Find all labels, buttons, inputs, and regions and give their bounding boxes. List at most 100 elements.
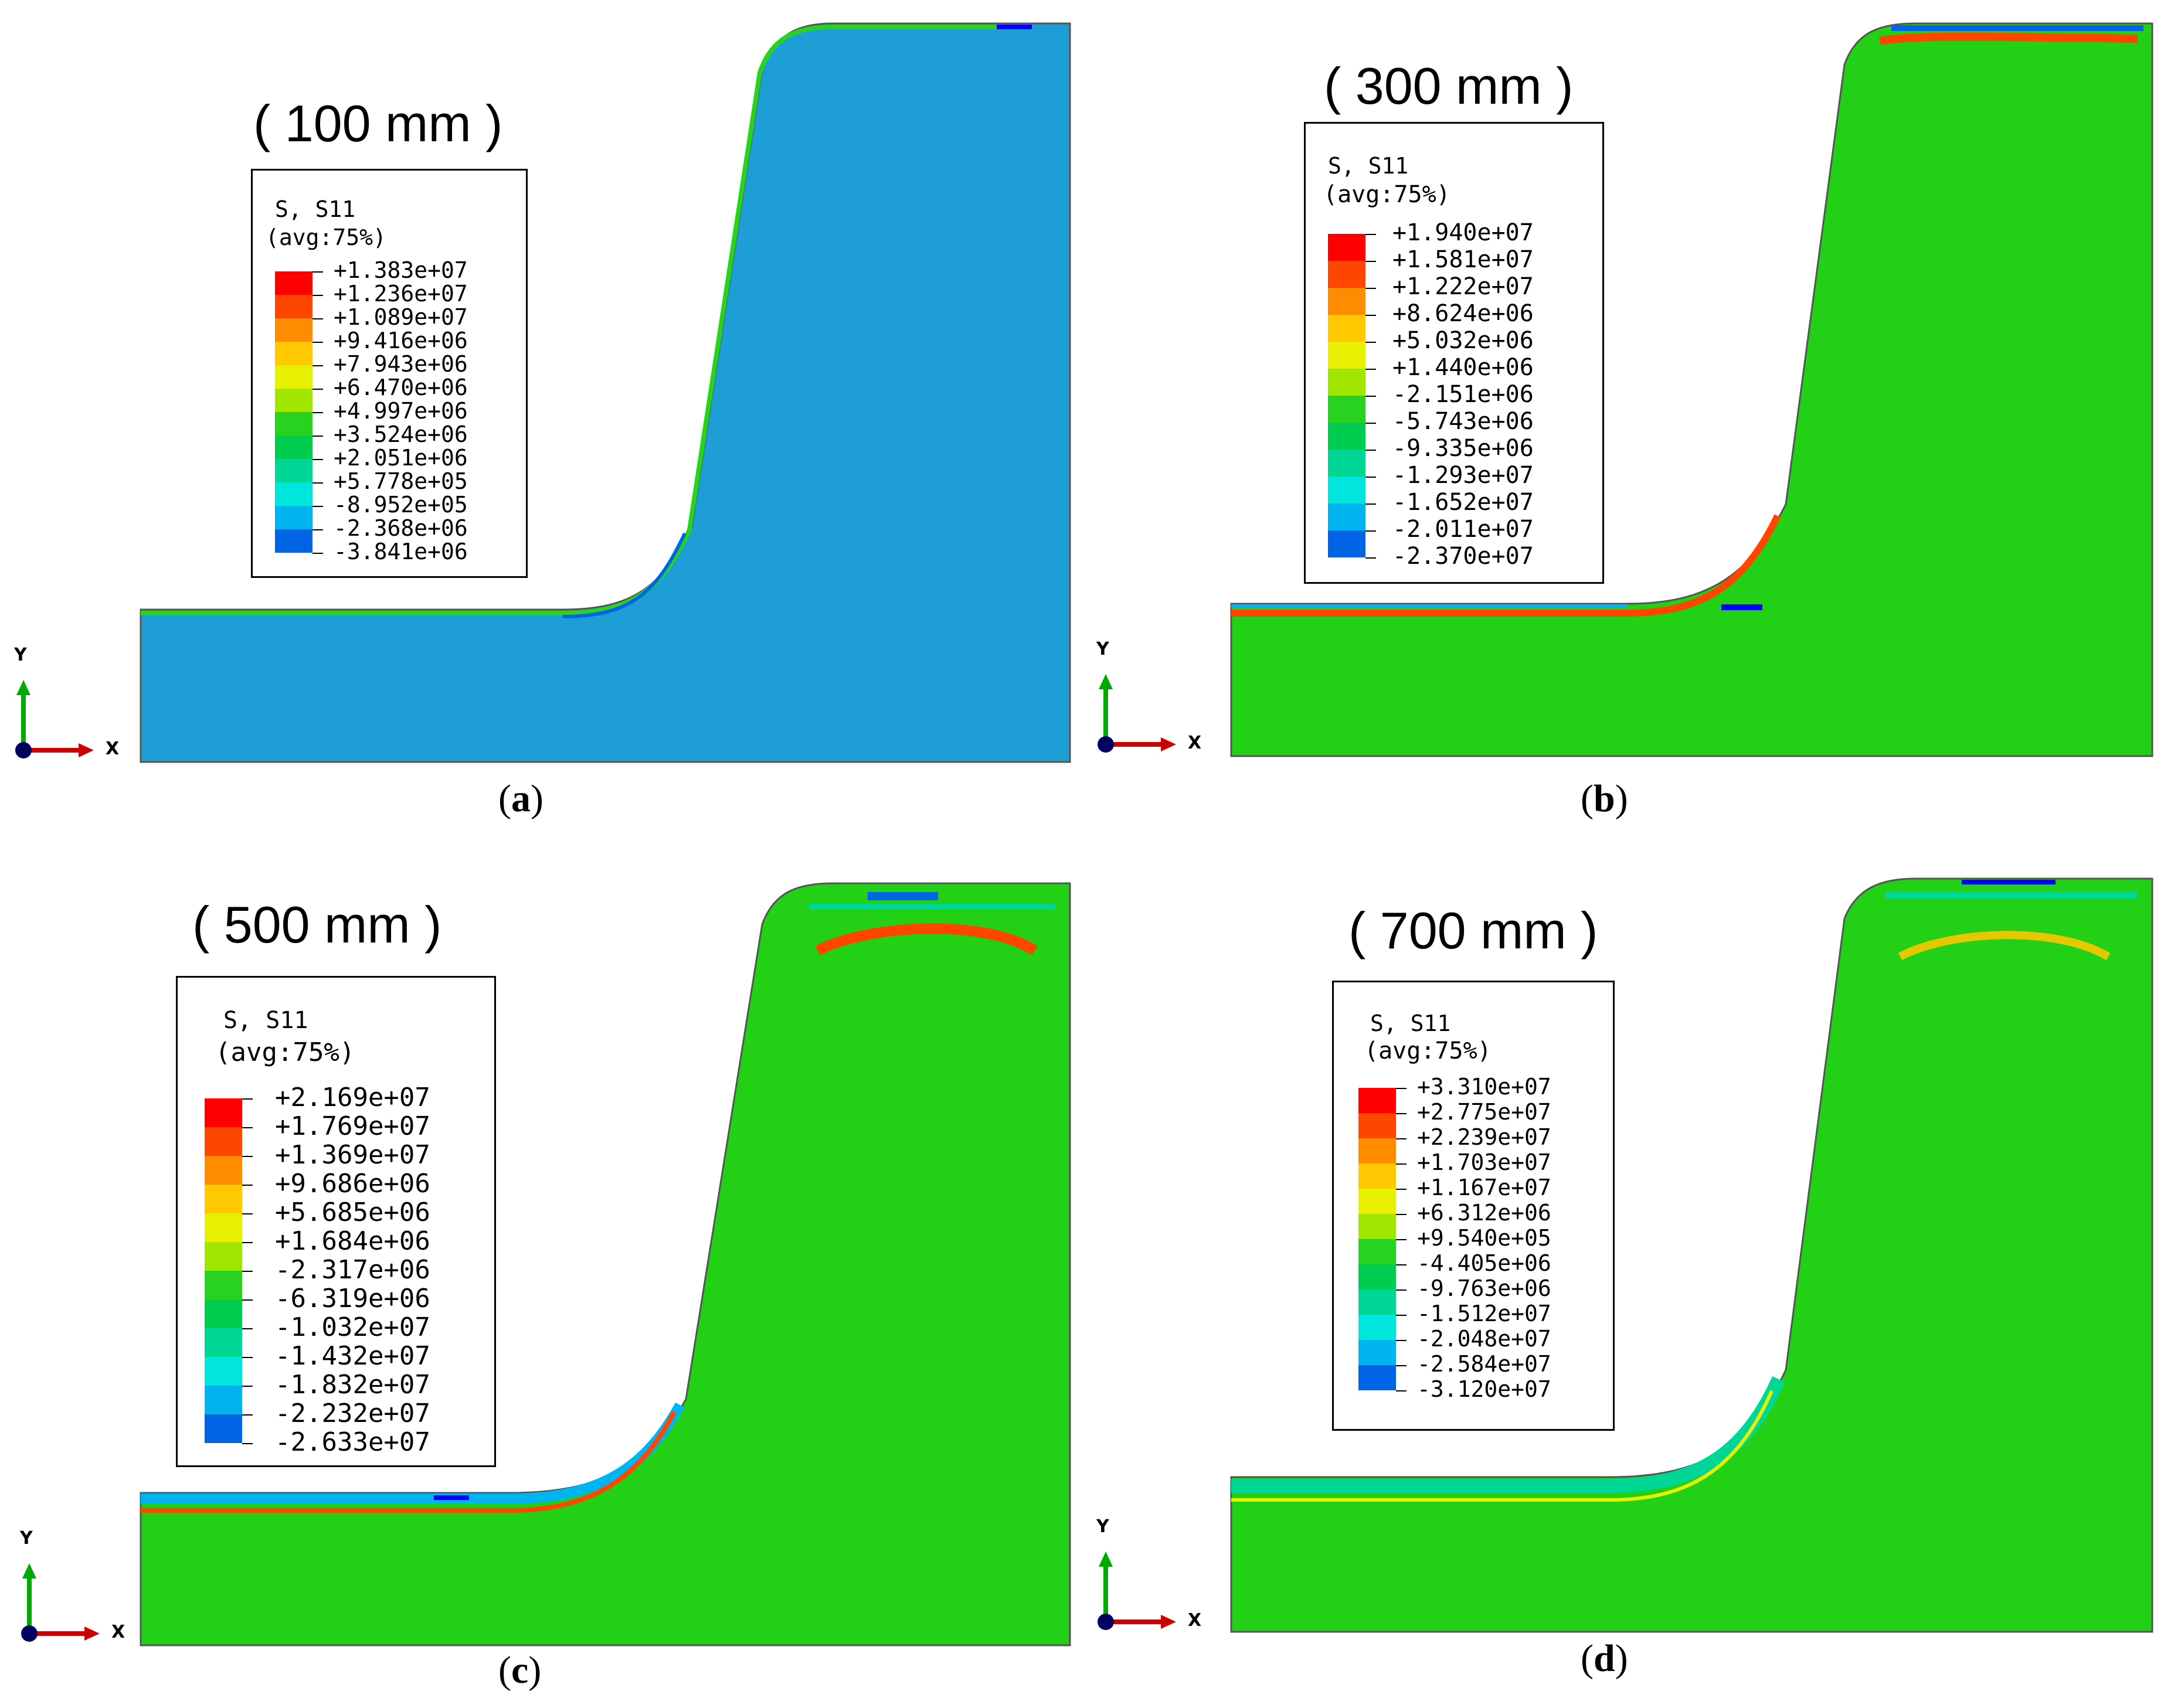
- legend-tick: [312, 553, 323, 554]
- legend-value: -2.232e+07: [275, 1398, 430, 1428]
- legend-value: +3.310e+07: [1417, 1074, 1551, 1100]
- legend-tick: [1365, 477, 1376, 478]
- legend-tick: [312, 459, 323, 460]
- legend-swatch: [1328, 530, 1365, 557]
- legend-box: S, S11 (avg:75%) +2.169e+07 +1.769e+07 +1.…: [176, 976, 496, 1467]
- legend-swatch: [1358, 1289, 1396, 1315]
- surface-layer-c-red: [141, 1411, 677, 1513]
- legend-tick: [242, 1213, 253, 1214]
- legend-swatch: [275, 318, 312, 342]
- legend-tick: [242, 1386, 253, 1387]
- legend-swatch: [1358, 1315, 1396, 1340]
- contour-plot-d: [1230, 877, 2153, 1633]
- legend-tick: [242, 1185, 253, 1186]
- legend-tick: [312, 295, 323, 296]
- axis-triad-icon: [15, 680, 94, 758]
- legend-value: +2.051e+06: [334, 445, 468, 471]
- legend-swatch: [205, 1242, 242, 1271]
- legend-value: +1.440e+06: [1392, 354, 1534, 382]
- legend-tick: [242, 1357, 253, 1358]
- legend-tick: [312, 435, 323, 437]
- legend-swatch: [205, 1156, 242, 1185]
- legend-tick: [312, 506, 323, 507]
- legend-value: +4.997e+06: [334, 398, 468, 424]
- legend-value: -5.743e+06: [1392, 408, 1534, 435]
- legend-swatch: [275, 482, 312, 506]
- y-axis-label: Y: [14, 645, 27, 665]
- legend-tick: [1365, 450, 1376, 451]
- legend-value: +3.524e+06: [334, 421, 468, 448]
- legend-swatch: [205, 1127, 242, 1156]
- legend-tick: [242, 1328, 253, 1329]
- legend-swatch: [275, 389, 312, 412]
- panel-d: ( 700 mm ) S, S11 (avg:75%) +3.310e+07 +2…: [1082, 854, 2164, 1708]
- legend-swatch: [275, 295, 312, 318]
- legend-tick: [1396, 1088, 1407, 1089]
- legend-tick: [242, 1242, 253, 1243]
- legend-value: -8.952e+05: [334, 492, 468, 518]
- legend-swatch: [275, 365, 312, 389]
- legend-swatch: [1328, 342, 1365, 369]
- legend-box: S, S11 (avg:75%) +1.383e+07 +1.236e+07 +1.…: [251, 169, 528, 578]
- legend-tick: [1365, 261, 1376, 262]
- y-axis-label: Y: [1096, 639, 1109, 659]
- legend-averaging: (avg:75%): [1323, 181, 1450, 208]
- contour-plot-c: [140, 882, 1071, 1646]
- legend-tick: [1396, 1214, 1407, 1215]
- legend-swatch: [1358, 1214, 1396, 1239]
- legend-value: -2.633e+07: [275, 1427, 430, 1457]
- legend-value: -2.317e+06: [275, 1254, 430, 1285]
- legend-swatch: [1328, 288, 1365, 315]
- legend-averaging: (avg:75%): [266, 224, 386, 250]
- legend-value: -2.370e+07: [1392, 543, 1534, 570]
- legend-value: -1.293e+07: [1392, 462, 1534, 489]
- subfigure-caption: (b): [1581, 777, 1628, 820]
- legend-swatch: [1328, 369, 1365, 396]
- legend-box: S, S11 (avg:75%) +1.940e+07 +1.581e+07 +1.…: [1304, 122, 1604, 584]
- y-axis-label: Y: [1096, 1516, 1109, 1537]
- legend-value: -2.011e+07: [1392, 516, 1534, 543]
- legend-value: +5.778e+05: [334, 468, 468, 495]
- legend-swatch: [205, 1299, 242, 1328]
- top-tension-band-d: [1898, 931, 2111, 961]
- legend-value: +1.236e+07: [334, 281, 468, 307]
- legend-tick: [242, 1098, 253, 1100]
- legend-swatch: [275, 529, 312, 553]
- legend-value: -2.368e+06: [334, 515, 468, 542]
- legend-tick: [242, 1414, 253, 1416]
- legend-value: +1.769e+07: [275, 1111, 430, 1141]
- legend-swatch: [275, 342, 312, 365]
- legend-value: -6.319e+06: [275, 1283, 430, 1314]
- legend-swatch: [1328, 503, 1365, 530]
- x-axis-label: X: [1188, 1610, 1202, 1631]
- legend-value: -9.335e+06: [1392, 435, 1534, 462]
- legend-tick: [242, 1299, 253, 1301]
- legend-tick: [1396, 1189, 1407, 1190]
- legend-value: -3.841e+06: [334, 539, 468, 565]
- legend-value: +6.470e+06: [334, 375, 468, 401]
- legend-swatch: [1358, 1239, 1396, 1264]
- legend-value: +6.312e+06: [1417, 1200, 1551, 1226]
- legend-tick: [312, 482, 323, 484]
- surface-layer-a: [141, 25, 1023, 615]
- panel-title: ( 500 mm ): [192, 896, 442, 954]
- legend-value: -1.032e+07: [275, 1312, 430, 1342]
- axis-triad-icon: [1098, 674, 1176, 753]
- legend-swatch: [1358, 1113, 1396, 1138]
- surface-layer-b: [1231, 514, 1781, 617]
- legend-swatch: [205, 1386, 242, 1414]
- legend-value: -2.584e+07: [1417, 1351, 1551, 1377]
- legend-value: +1.581e+07: [1392, 246, 1534, 274]
- legend-value: +1.940e+07: [1392, 219, 1534, 247]
- y-axis-label: Y: [20, 1528, 33, 1549]
- legend-value: -2.151e+06: [1392, 381, 1534, 409]
- legend-tick: [242, 1271, 253, 1272]
- axis-triad: Y X: [12, 645, 129, 762]
- legend-variable: S, S11: [275, 196, 356, 222]
- legend-tick: [242, 1156, 253, 1157]
- legend-value: -9.763e+06: [1417, 1275, 1551, 1302]
- model-body-b: [1230, 22, 2153, 757]
- legend-swatch: [205, 1271, 242, 1299]
- compressive-band-a: [562, 532, 687, 618]
- legend-tick: [242, 1127, 253, 1128]
